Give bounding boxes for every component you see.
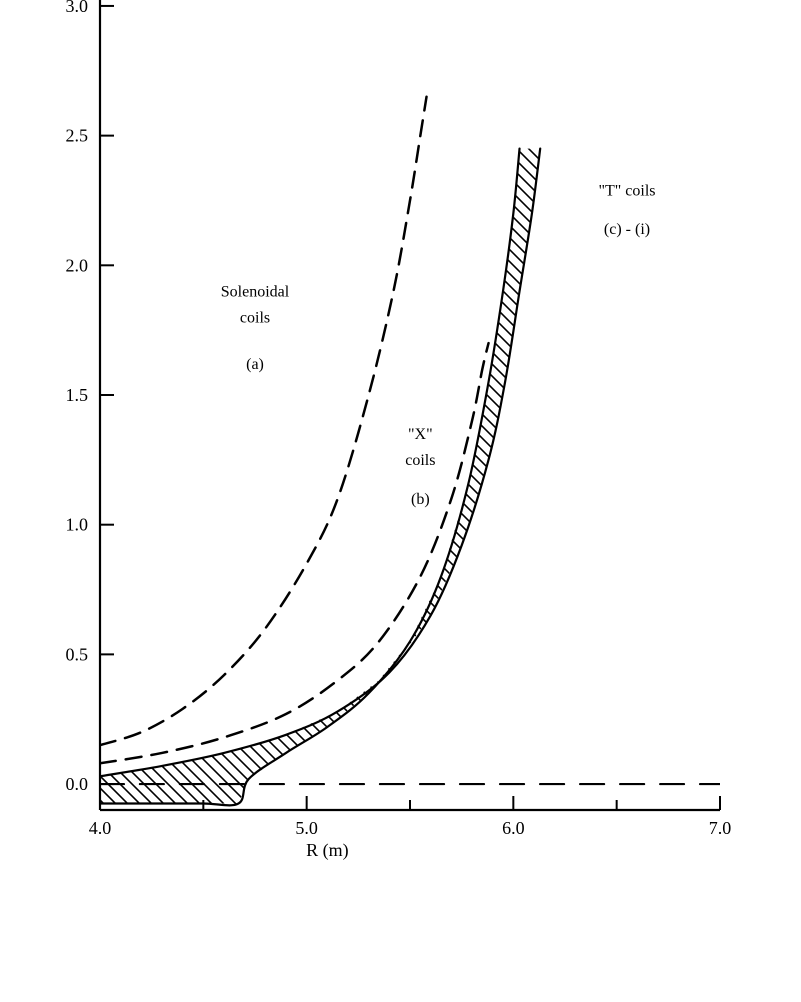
hatch-lines xyxy=(100,0,720,1002)
axes: 0.0 0.5 1.0 1.5 2.0 2.5 3.0 4.0 5.0 6.0 7.0 R (m) xyxy=(66,0,732,861)
ann-solenoidal-1: Solenoidal xyxy=(221,283,290,300)
chart-stage: { "viewport": { "width": 801, "height": … xyxy=(0,0,801,1002)
ann-x-3: (b) xyxy=(411,491,430,508)
curves xyxy=(100,97,720,806)
hatched-band xyxy=(100,0,720,1002)
ann-solenoidal-3: (a) xyxy=(246,356,264,373)
y-tick-label: 1.0 xyxy=(66,515,89,535)
curve-x-coils-b xyxy=(100,343,489,763)
x-tick-label: 5.0 xyxy=(295,818,318,838)
y-tick-label: 2.0 xyxy=(66,255,89,275)
ann-solenoidal-2: coils xyxy=(240,309,270,326)
y-tick-label: 1.5 xyxy=(66,385,89,405)
chart-svg: 0.0 0.5 1.0 1.5 2.0 2.5 3.0 4.0 5.0 6.0 7.0 R (m) S… xyxy=(0,0,801,1002)
ann-x-2: coils xyxy=(405,452,435,469)
curve-t-band-inner xyxy=(100,149,520,806)
ann-x-1: "X" xyxy=(408,426,433,443)
ann-t-2: (c) - (i) xyxy=(604,221,650,238)
y-tick-label: 0.5 xyxy=(66,644,89,664)
ann-t-1: "T" coils xyxy=(598,182,655,199)
y-tick-label: 0.0 xyxy=(66,774,89,794)
x-tick-label: 7.0 xyxy=(709,818,732,838)
x-tick-label: 6.0 xyxy=(502,818,525,838)
y-tick-label: 2.5 xyxy=(66,126,89,146)
curve-solenoidal-a xyxy=(100,97,427,745)
x-tick-label: 4.0 xyxy=(89,818,112,838)
y-tick-label: 3.0 xyxy=(66,0,89,16)
annotations: Solenoidal coils (a) "X" coils (b) "T" coils (c… xyxy=(221,182,656,508)
x-axis-label: R (m) xyxy=(306,840,349,861)
